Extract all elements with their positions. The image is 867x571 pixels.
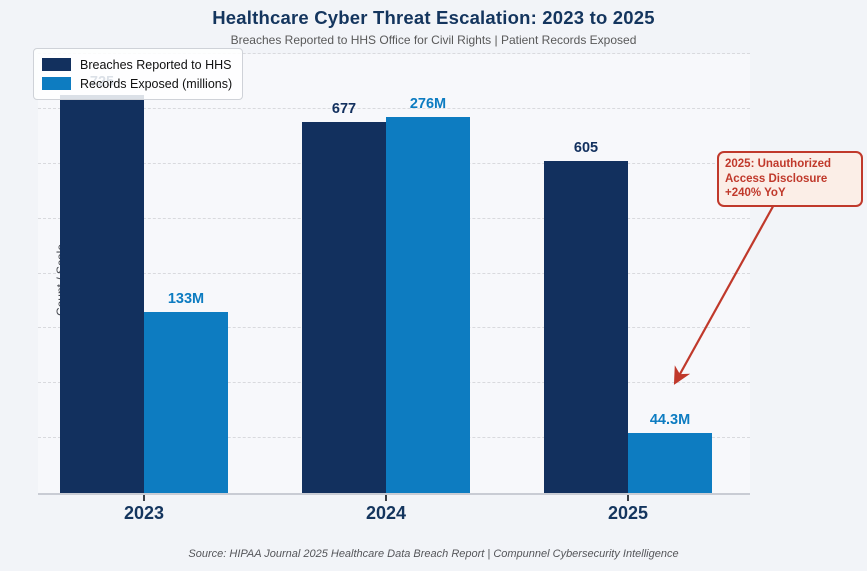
breaches-value-2024: 677: [331, 100, 357, 117]
legend-label: Breaches Reported to HHS: [80, 57, 232, 72]
x-tick-2023: [143, 495, 145, 501]
x-label-2025: 2025: [607, 503, 649, 523]
annotation-text-line: 2025: Unauthorized: [725, 158, 832, 170]
records-value-2023: 133M: [167, 291, 205, 308]
breaches-bar-2025: [544, 161, 628, 493]
x-tick-2025: [627, 495, 629, 501]
legend-item-0: Breaches Reported to HHS: [42, 55, 232, 74]
breaches-bar-2023: [60, 95, 144, 493]
annotation-text-line: Access Disclosure: [725, 172, 828, 185]
legend-swatch-icon: [42, 58, 71, 71]
legend-label: Records Exposed (millions): [80, 76, 233, 91]
x-tick-2024: [385, 495, 387, 501]
annotation-callout: 2025: Unauthorized Access Disclosure +240%…: [717, 151, 863, 207]
legend-swatch-icon: [42, 77, 71, 90]
legend-item-1: Records Exposed (millions): [42, 74, 232, 93]
plot-area: Count / Scale 725133M2023677276M20246054…: [38, 53, 750, 523]
records-value-2025: 44.3M: [649, 411, 691, 428]
records-bar-2025: [628, 432, 712, 493]
gridline: [38, 53, 750, 54]
chart-title: Healthcare Cyber Threat Escalation: 2023…: [212, 7, 655, 28]
x-label-2024: 2024: [365, 503, 407, 523]
legend: Breaches Reported to HHS Records Exposed …: [33, 48, 244, 100]
source-credit: Source: HIPAA Journal 2025 Healthcare Da…: [188, 548, 679, 560]
chart-subtitle: Breaches Reported to HHS Office for Civi…: [230, 33, 637, 47]
records-value-2024: 276M: [409, 96, 447, 113]
x-label-2023: 2023: [123, 503, 165, 523]
records-bar-2024: [386, 117, 470, 493]
breaches-bar-2024: [302, 121, 386, 493]
annotation-text-line: +240% YoY: [725, 187, 786, 199]
breaches-value-2025: 605: [573, 140, 599, 157]
gridline: [38, 107, 750, 109]
records-bar-2023: [144, 312, 228, 493]
